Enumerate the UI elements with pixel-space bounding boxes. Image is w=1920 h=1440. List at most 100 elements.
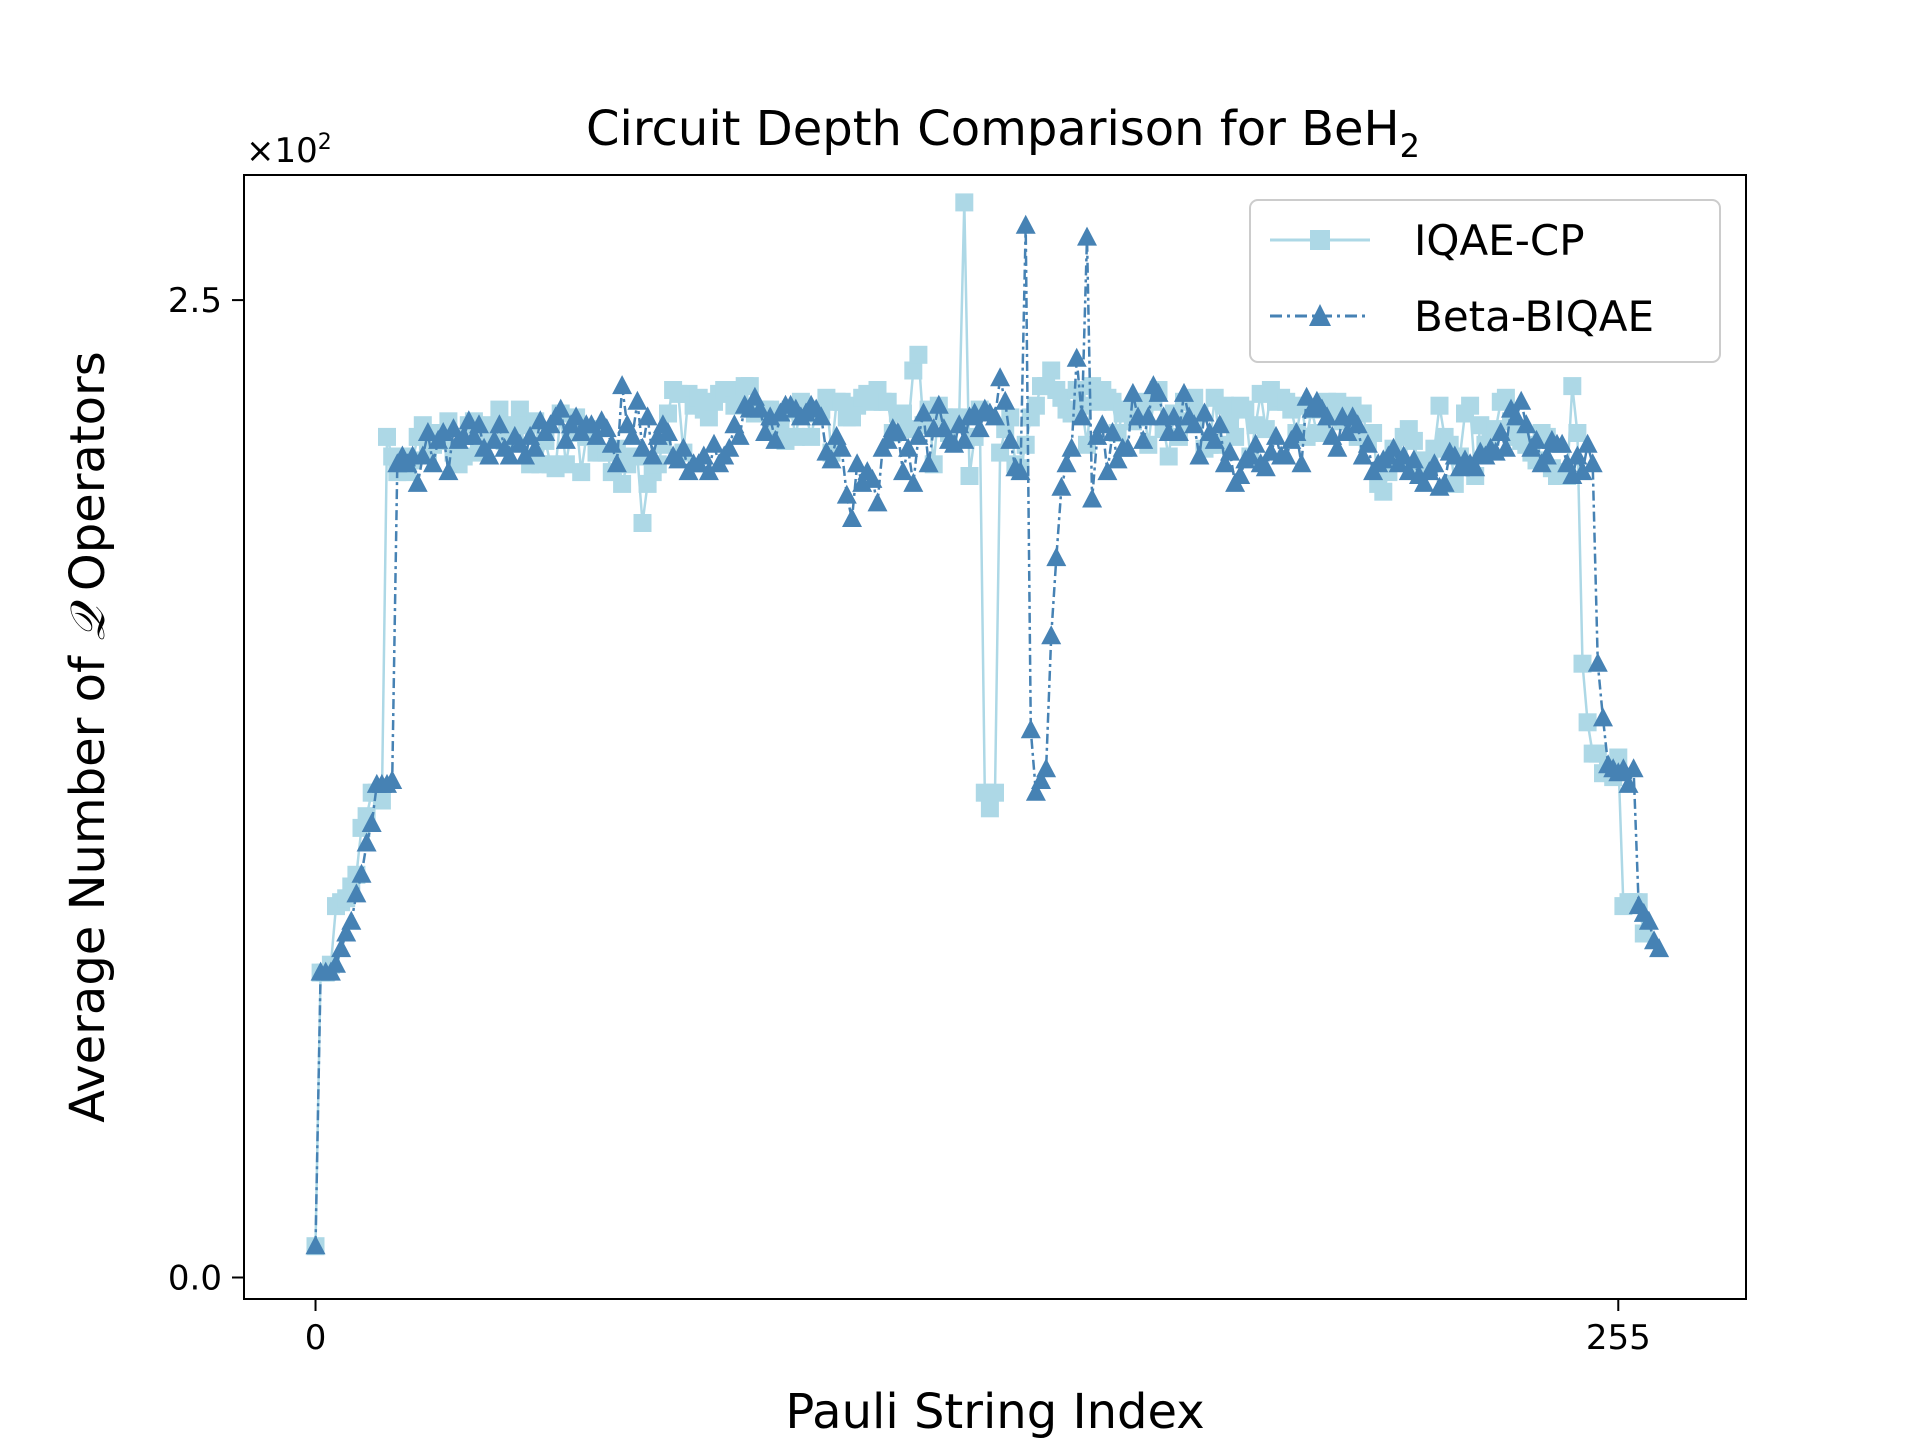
data-point-beta-biqae bbox=[913, 402, 934, 422]
data-point-beta-biqae bbox=[1511, 390, 1532, 410]
legend-marker-iqae-cp bbox=[1310, 230, 1330, 250]
data-point-iqae-cp bbox=[1026, 396, 1045, 415]
data-point-beta-biqae bbox=[484, 429, 505, 449]
data-point-beta-biqae bbox=[1434, 472, 1455, 492]
data-point-beta-biqae bbox=[1618, 773, 1639, 793]
data-point-beta-biqae bbox=[1138, 406, 1159, 426]
data-point-beta-biqae bbox=[949, 414, 970, 434]
data-point-beta-biqae bbox=[627, 390, 648, 410]
data-point-beta-biqae bbox=[1291, 453, 1312, 473]
data-point-beta-biqae bbox=[1383, 437, 1404, 457]
data-point-beta-biqae bbox=[704, 433, 724, 453]
data-point-beta-biqae bbox=[1082, 488, 1103, 508]
data-point-beta-biqae bbox=[1163, 406, 1184, 426]
data-point-beta-biqae bbox=[1184, 414, 1205, 434]
data-point-beta-biqae bbox=[1168, 422, 1189, 441]
data-point-beta-biqae bbox=[1255, 457, 1276, 477]
legend-label-iqae-cp: IQAE-CP bbox=[1414, 216, 1585, 265]
data-point-beta-biqae bbox=[1536, 445, 1557, 465]
data-point-beta-biqae bbox=[862, 468, 883, 488]
ticks-layer: 0 255 0.0 2.5 bbox=[168, 281, 1651, 1358]
data-point-beta-biqae bbox=[555, 429, 576, 449]
data-point-beta-biqae bbox=[985, 406, 1005, 426]
data-point-iqae-cp bbox=[786, 427, 805, 446]
data-point-beta-biqae bbox=[1230, 465, 1251, 484]
data-point-beta-biqae bbox=[469, 414, 489, 434]
data-point-iqae-cp bbox=[1573, 654, 1592, 673]
data-point-iqae-cp bbox=[955, 193, 974, 212]
data-point-beta-biqae bbox=[668, 449, 689, 469]
data-point-beta-biqae bbox=[1087, 425, 1108, 445]
x-tick-label: 0 bbox=[305, 1318, 327, 1358]
data-point-beta-biqae bbox=[1352, 445, 1373, 465]
y-tick-label: 0.0 bbox=[168, 1258, 222, 1298]
data-point-beta-biqae bbox=[918, 453, 939, 473]
data-point-beta-biqae bbox=[969, 418, 990, 438]
data-point-beta-biqae bbox=[637, 406, 658, 426]
data-point-beta-biqae bbox=[877, 429, 898, 449]
data-point-beta-biqae bbox=[1286, 422, 1307, 441]
data-point-beta-biqae bbox=[1148, 382, 1169, 402]
data-point-beta-biqae bbox=[1240, 445, 1261, 465]
data-point-iqae-cp bbox=[894, 404, 912, 423]
data-point-iqae-cp bbox=[1226, 427, 1245, 446]
data-point-beta-biqae bbox=[423, 453, 443, 473]
data-point-beta-biqae bbox=[550, 398, 571, 418]
data-point-iqae-cp bbox=[1001, 408, 1020, 427]
data-point-beta-biqae bbox=[622, 425, 643, 445]
data-point-beta-biqae bbox=[351, 863, 372, 883]
data-point-beta-biqae bbox=[489, 414, 510, 434]
y-scale-exponent: 2 bbox=[318, 130, 332, 155]
data-point-beta-biqae bbox=[995, 390, 1016, 410]
data-point-beta-biqae bbox=[1357, 433, 1378, 453]
data-point-beta-biqae bbox=[831, 437, 852, 457]
data-point-beta-biqae bbox=[1015, 214, 1036, 234]
data-point-beta-biqae bbox=[908, 425, 929, 445]
data-point-beta-biqae bbox=[928, 394, 949, 414]
data-point-iqae-cp bbox=[454, 447, 473, 466]
data-point-iqae-cp bbox=[613, 474, 632, 493]
data-point-iqae-cp bbox=[1568, 424, 1587, 442]
data-point-beta-biqae bbox=[525, 437, 546, 457]
data-point-beta-biqae bbox=[1097, 461, 1118, 481]
legend-marker-beta-biqae bbox=[1309, 304, 1331, 326]
data-point-iqae-cp bbox=[378, 427, 396, 446]
data-point-beta-biqae bbox=[412, 445, 433, 465]
data-point-beta-biqae bbox=[698, 461, 719, 481]
data-point-beta-biqae bbox=[1327, 437, 1348, 457]
data-point-beta-biqae bbox=[1582, 453, 1603, 473]
data-point-beta-biqae bbox=[1214, 453, 1235, 473]
data-point-beta-biqae bbox=[346, 883, 367, 903]
data-point-iqae-cp bbox=[1563, 377, 1582, 396]
data-point-beta-biqae bbox=[898, 437, 919, 457]
data-point-beta-biqae bbox=[887, 422, 908, 441]
data-point-beta-biqae bbox=[847, 453, 868, 473]
data-point-iqae-cp bbox=[1404, 431, 1423, 450]
data-point-beta-biqae bbox=[1194, 402, 1215, 422]
data-point-beta-biqae bbox=[842, 508, 862, 527]
data-point-iqae-cp bbox=[1256, 420, 1275, 439]
data-point-beta-biqae bbox=[1046, 547, 1067, 567]
data-point-beta-biqae bbox=[903, 472, 924, 492]
data-point-beta-biqae bbox=[1577, 433, 1598, 453]
data-point-beta-biqae bbox=[1526, 429, 1547, 449]
x-tick-label: 255 bbox=[1586, 1318, 1651, 1358]
data-point-beta-biqae bbox=[836, 484, 857, 504]
data-point-beta-biqae bbox=[1133, 429, 1154, 449]
data-point-beta-biqae bbox=[612, 375, 633, 395]
data-point-beta-biqae bbox=[750, 398, 770, 418]
data-point-beta-biqae bbox=[1495, 437, 1516, 457]
data-point-beta-biqae bbox=[1122, 382, 1143, 402]
data-point-beta-biqae bbox=[1189, 445, 1210, 465]
data-point-beta-biqae bbox=[990, 367, 1011, 387]
data-point-beta-biqae bbox=[1266, 425, 1286, 445]
data-point-beta-biqae bbox=[821, 449, 842, 469]
data-point-beta-biqae bbox=[755, 422, 776, 441]
data-point-iqae-cp bbox=[510, 400, 529, 419]
data-point-beta-biqae bbox=[1572, 461, 1593, 481]
data-point-beta-biqae bbox=[336, 922, 357, 942]
data-point-beta-biqae bbox=[1593, 707, 1613, 727]
data-point-iqae-cp bbox=[699, 408, 718, 427]
data-point-beta-biqae bbox=[658, 422, 678, 441]
